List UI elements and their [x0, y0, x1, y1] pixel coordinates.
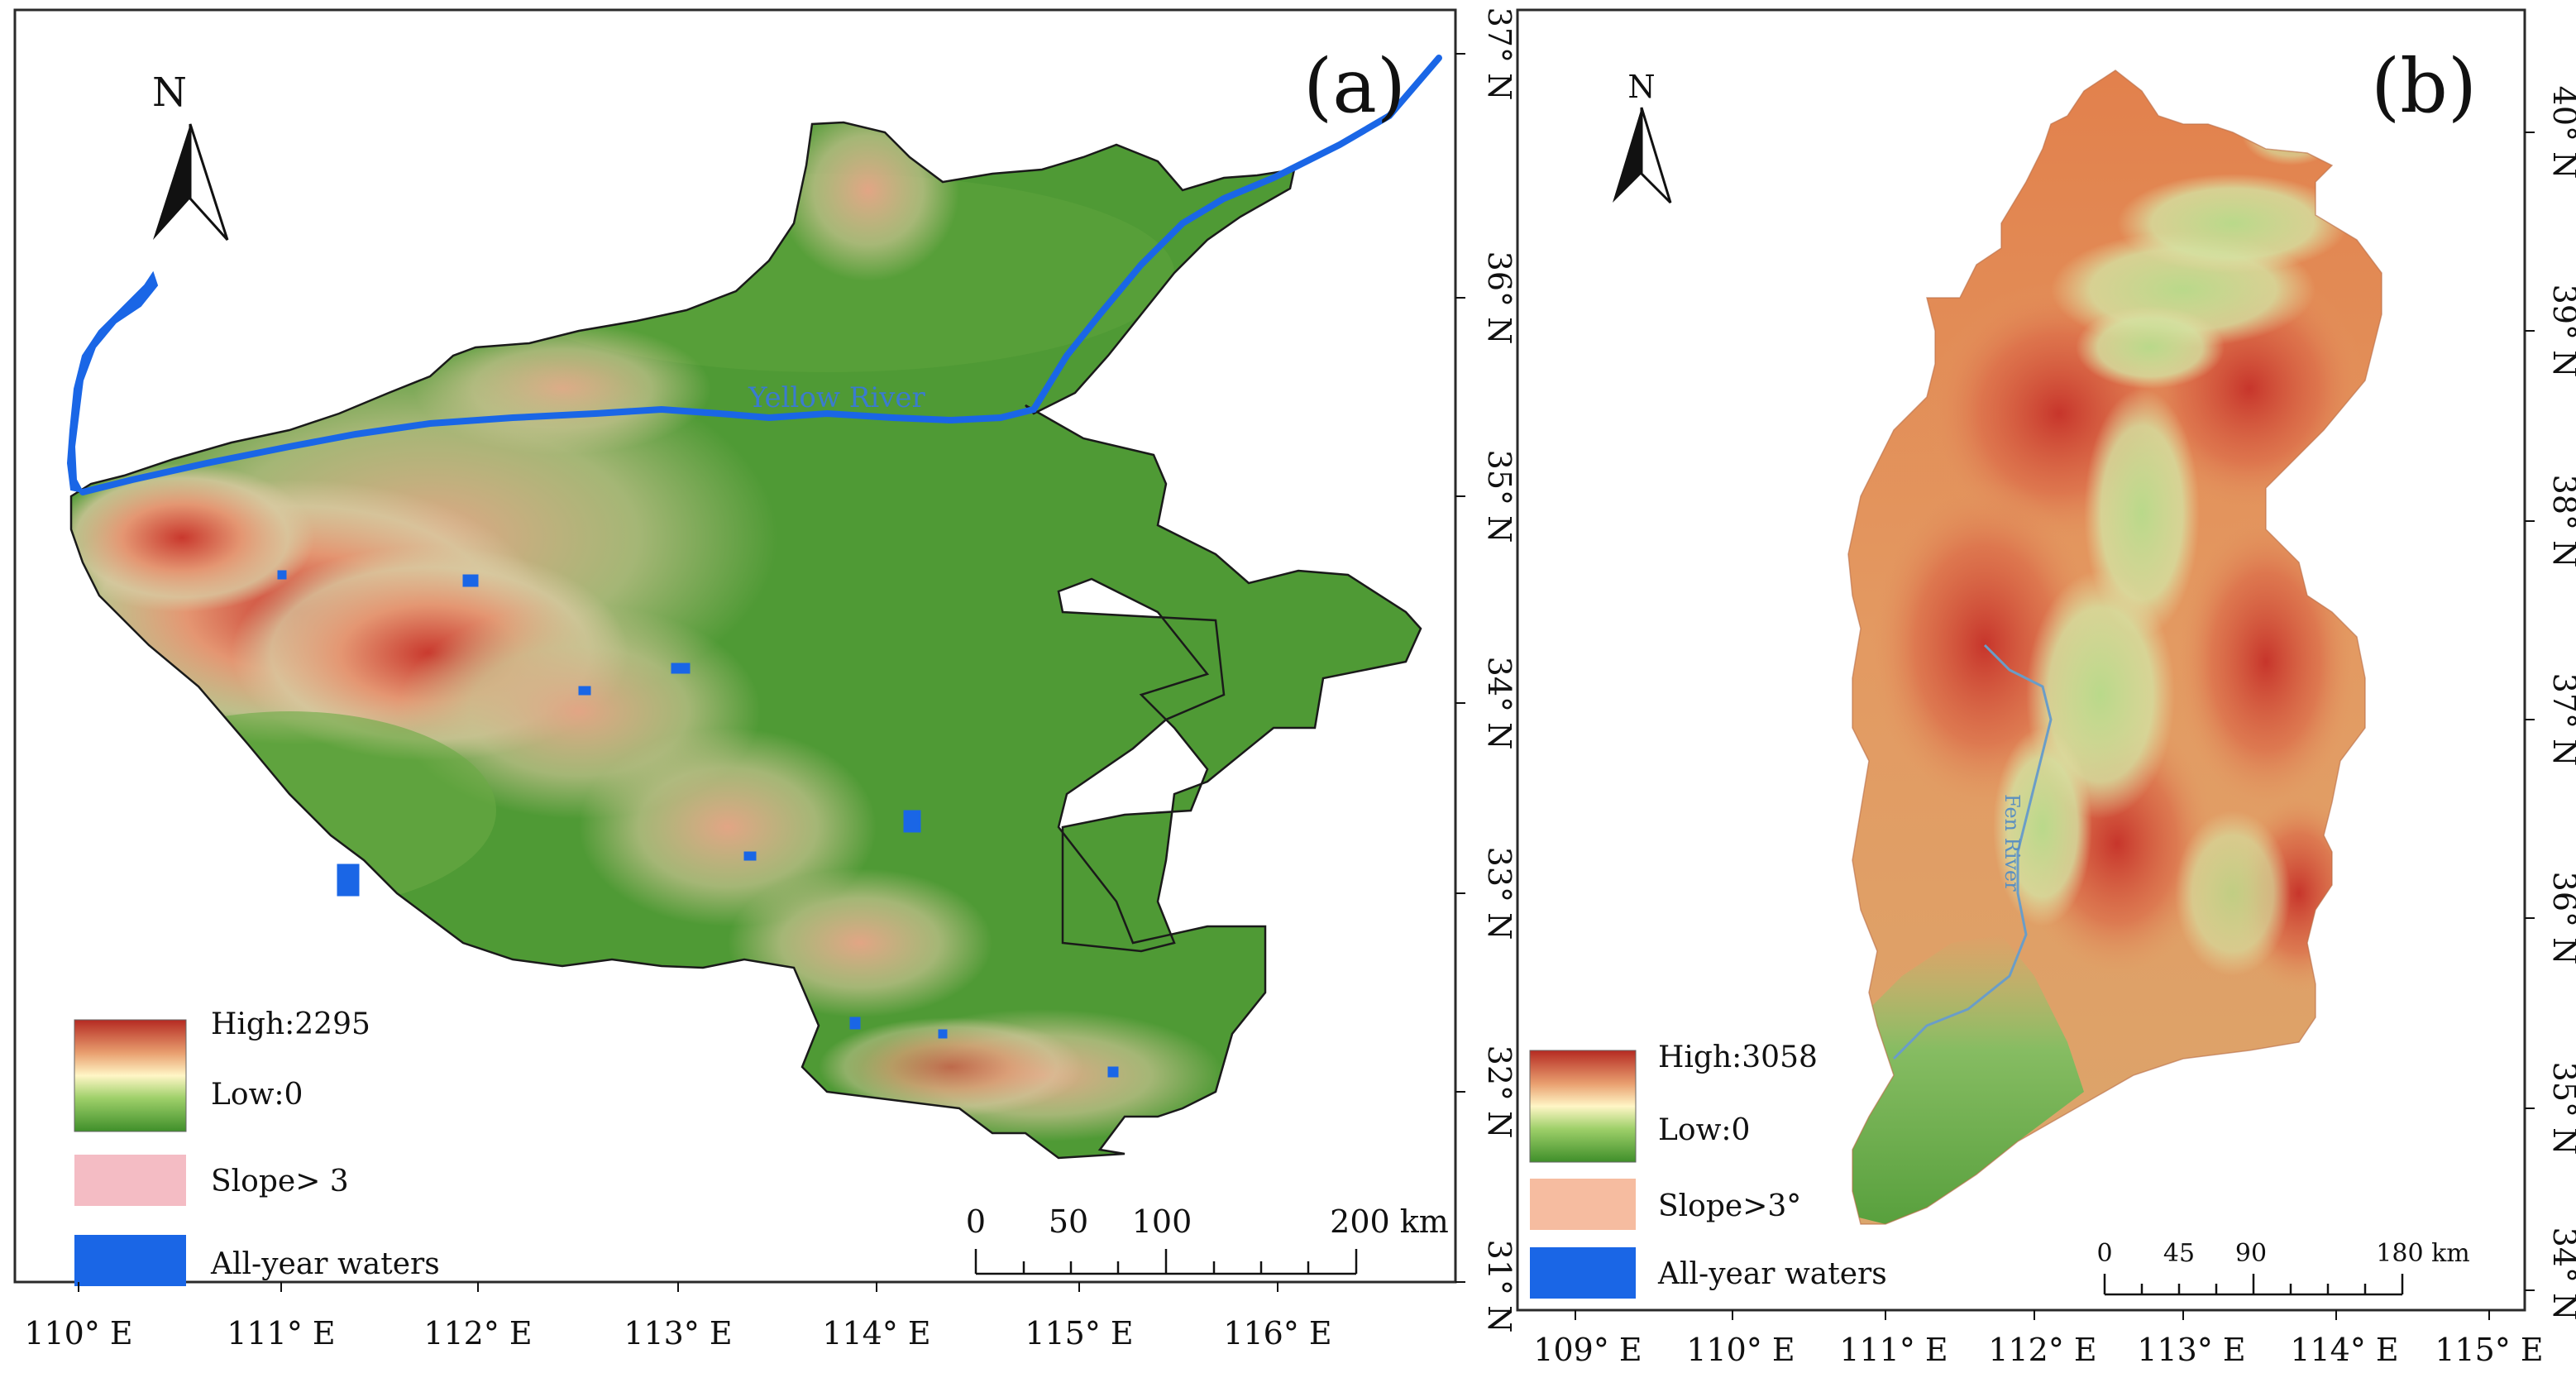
lat-axis-b: 40° N 39° N 38° N 37° N 36° N 35° N 34° … [2525, 86, 2576, 1321]
lon-tick-label: 112° E [1988, 1332, 2096, 1368]
scalebar-label: 100 [1132, 1203, 1192, 1240]
lon-tick-label: 111° E [1839, 1332, 1948, 1368]
scalebar-label: 0 [966, 1203, 986, 1240]
lon-tick-label: 109° E [1533, 1332, 1642, 1368]
panel-label-a: (a) [1303, 43, 1406, 130]
scalebar-label: 0 [2096, 1239, 2112, 1268]
scalebar-label: 180 km [2376, 1239, 2469, 1268]
legend-slope-swatch-a [74, 1155, 186, 1206]
lat-tick-label: 35° N [2546, 1062, 2576, 1155]
lat-tick-label: 37° N [2546, 673, 2576, 767]
lat-tick-label: 36° N [2546, 872, 2576, 965]
scalebar-label: 50 [1049, 1203, 1088, 1240]
lat-tick-label: 34° N [1481, 657, 1517, 750]
lat-tick-label: 38° N [2546, 475, 2576, 568]
legend-a: High:2295 Low:0 Slope> 3 All-year waters [74, 1007, 440, 1286]
scalebar-labels-b: 0 45 90 180 km [2096, 1239, 2469, 1268]
scalebar-label: 90 [2235, 1239, 2267, 1268]
legend-elevation-ramp-b [1529, 1050, 1637, 1163]
lon-tick-label: 110° E [24, 1315, 132, 1351]
scalebar-a [974, 1249, 1358, 1275]
legend-slope-swatch-b [1530, 1179, 1636, 1230]
legend-water-swatch-a [74, 1235, 186, 1286]
lon-tick-label: 112° E [423, 1315, 532, 1351]
lon-axis-b: 109° E 110° E 111° E 112° E 113° E 114° … [1533, 1310, 2544, 1368]
lat-tick-label: 33° N [1481, 847, 1517, 940]
scalebar-labels-a: 0 50 100 200 km [966, 1203, 1449, 1240]
legend-b: High:3058 Low:0 Slope>3° All-year waters [1529, 1041, 1887, 1299]
legend-water-swatch-b [1530, 1247, 1636, 1299]
legend-waters-a: All-year waters [210, 1247, 440, 1281]
north-arrow-icon: N [152, 69, 229, 242]
waters-a [66, 55, 1442, 1078]
legend-low-b: Low:0 [1658, 1113, 1750, 1147]
north-label-b: N [1627, 69, 1655, 105]
scalebar-b [2103, 1274, 2404, 1296]
legend-high-a: High:2295 [211, 1007, 370, 1041]
lon-tick-label: 113° E [624, 1315, 732, 1351]
lon-tick-label: 110° E [1686, 1332, 1795, 1368]
lat-tick-label: 37° N [1481, 7, 1517, 101]
lon-tick-label: 113° E [2137, 1332, 2245, 1368]
river-label-a: Yellow River [748, 381, 926, 414]
river-label-b: Fen River [2000, 794, 2024, 892]
yellow-river [79, 55, 1442, 495]
fen-river [1892, 643, 2053, 1060]
lat-tick-label: 32° N [1481, 1045, 1517, 1139]
legend-slope-b: Slope>3° [1658, 1189, 1801, 1223]
panel-a: Yellow River N (a) High:2295 Low:0 Slope… [13, 7, 1517, 1351]
panel-label-b: (b) [2371, 43, 2477, 130]
lon-tick-label: 116° E [1223, 1315, 1331, 1351]
lat-tick-label: 40° N [2546, 86, 2576, 179]
lon-tick-label: 115° E [1025, 1315, 1133, 1351]
legend-waters-b: All-year waters [1657, 1257, 1887, 1291]
lon-tick-label: 111° E [227, 1315, 335, 1351]
legend-low-a: Low:0 [211, 1078, 303, 1112]
lat-tick-label: 34° N [2546, 1227, 2576, 1321]
scalebar-label: 45 [2163, 1239, 2195, 1268]
lat-tick-label: 31° N [1481, 1240, 1517, 1333]
lat-axis-a: 37° N 36° N 35° N 34° N 33° N 32° N 31° … [1455, 7, 1517, 1333]
lon-tick-label: 114° E [2290, 1332, 2398, 1368]
lat-tick-label: 39° N [2546, 285, 2576, 378]
lat-tick-label: 36° N [1481, 251, 1517, 345]
legend-slope-a: Slope> 3 [211, 1165, 349, 1198]
scalebar-label: 200 km [1330, 1203, 1449, 1240]
north-arrow-icon: N [1613, 69, 1672, 204]
lat-tick-label: 35° N [1481, 450, 1517, 543]
lon-tick-label: 114° E [822, 1315, 930, 1351]
lon-tick-label: 115° E [2435, 1332, 2543, 1368]
lon-axis-a: 110° E 111° E 112° E 113° E 114° E 115° … [24, 1282, 1332, 1351]
north-label-a: N [152, 69, 187, 116]
legend-elevation-ramp-a [74, 1019, 187, 1132]
legend-high-b: High:3058 [1658, 1041, 1818, 1074]
panel-b: Fen River N (b) High:3058 Low:0 Slope>3°… [1516, 8, 2576, 1368]
